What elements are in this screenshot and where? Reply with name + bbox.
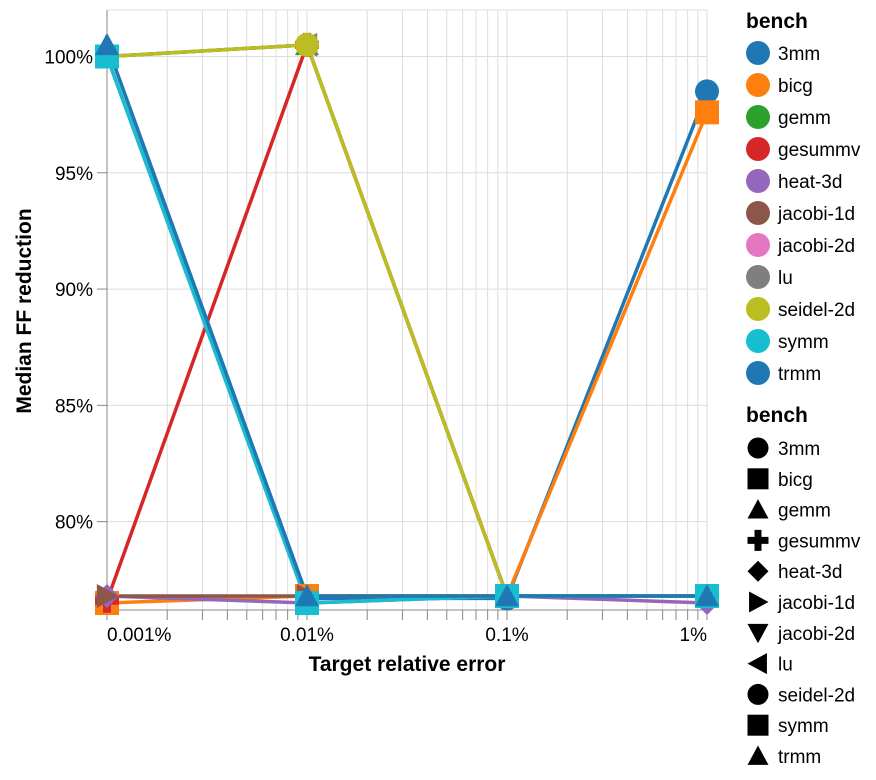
- y-tick-label: 85%: [55, 396, 93, 417]
- legend-shape-symbol: [747, 714, 769, 736]
- legend-shape-symbol: [747, 437, 769, 459]
- legend-color-swatch: [746, 233, 770, 257]
- legend-shape-symbol: [747, 560, 769, 582]
- data-point-trmm: [495, 584, 519, 607]
- x-tick-label: 1%: [680, 625, 708, 646]
- legend-color-label: lu: [778, 268, 793, 289]
- data-point-3mm: [695, 79, 719, 104]
- legend-color-label: gemm: [778, 108, 831, 129]
- legend-shape-symbol: [747, 623, 769, 644]
- legend-shape-label: jacobi-1d: [777, 593, 855, 614]
- legend-shape-symbol: [747, 499, 769, 519]
- legend-shapes: bench 3mm bicg gemm gesummv heat-3d jacobi-1d j…: [746, 404, 861, 768]
- data-point-trmm: [695, 584, 719, 607]
- x-axis-title: Target relative error: [309, 653, 506, 676]
- series-line-trmm: [105, 44, 707, 598]
- legend-shape-symbol: [747, 468, 769, 490]
- legend-shape-symbol: [747, 683, 769, 705]
- legend-shape-label: symm: [778, 716, 829, 737]
- legend-color-swatch: [746, 361, 770, 385]
- legend-color-label: trmm: [778, 364, 821, 385]
- legend-color-label: jacobi-1d: [777, 204, 855, 225]
- legend-colors: bench 3mm bicg gemm gesummv heat-3d jacobi-1d j…: [746, 10, 861, 385]
- legend-color-label: seidel-2d: [778, 300, 855, 321]
- legend-shape-label: gemm: [778, 501, 831, 522]
- axes: 0.001% 0.01% 0.1% 1% 80% 85% 90% 95% 100%: [44, 10, 708, 646]
- legend-color-label: heat-3d: [778, 172, 842, 193]
- y-axis-title: Median FF reduction: [13, 208, 36, 413]
- legend-shape-label: 3mm: [778, 439, 820, 460]
- y-tick-label: 100%: [44, 48, 93, 69]
- legend-shape-label: heat-3d: [778, 562, 842, 583]
- data-point-bicg: [695, 100, 719, 125]
- legend-shape-label: trmm: [778, 747, 821, 768]
- data-point-seidel-2d: [295, 32, 319, 57]
- legend-color-label: bicg: [778, 76, 813, 97]
- legend-shape-label: jacobi-2d: [777, 624, 855, 645]
- series-lines: [105, 43, 709, 605]
- x-tick-label: 0.001%: [107, 625, 172, 646]
- data-point-jacobi-1d: [96, 584, 119, 609]
- legend-shape-symbol: [747, 653, 767, 675]
- legend-shape-symbol: [749, 591, 769, 613]
- legend-color-swatch: [746, 41, 770, 65]
- legend-shape-label: seidel-2d: [778, 685, 855, 706]
- x-tick-label: 0.1%: [485, 625, 528, 646]
- series-line-bicg: [106, 111, 709, 605]
- data-point-trmm: [295, 584, 319, 607]
- legend-color-swatch: [746, 169, 770, 193]
- legend-color-swatch: [746, 105, 770, 129]
- legend-color-swatch: [746, 329, 770, 353]
- series-points: [95, 32, 719, 616]
- legend-color-label: symm: [778, 332, 829, 353]
- y-tick-label: 80%: [55, 513, 93, 534]
- legend-color-title: bench: [746, 10, 808, 33]
- legend-color-swatch: [746, 73, 770, 97]
- legend-color-label: gesummv: [778, 140, 861, 161]
- legend-shape-label: lu: [778, 655, 793, 676]
- legend-shape-symbol: [747, 745, 769, 765]
- legend-shape-title: bench: [746, 404, 808, 427]
- y-tick-label: 90%: [55, 280, 93, 301]
- x-tick-label: 0.01%: [280, 625, 334, 646]
- data-point-trmm: [95, 32, 119, 56]
- legend-color-swatch: [746, 137, 770, 161]
- legend-shape-label: gesummv: [778, 531, 861, 552]
- y-tick-label: 95%: [55, 164, 93, 185]
- legend-shape-label: bicg: [778, 470, 813, 491]
- legend-color-swatch: [746, 297, 770, 321]
- legend-color-swatch: [746, 201, 770, 225]
- legend-shape-symbol: [747, 529, 769, 551]
- legend-color-swatch: [746, 265, 770, 289]
- legend-color-label: 3mm: [778, 44, 820, 65]
- legend-color-label: jacobi-2d: [777, 236, 855, 257]
- grid: [106, 9, 708, 610]
